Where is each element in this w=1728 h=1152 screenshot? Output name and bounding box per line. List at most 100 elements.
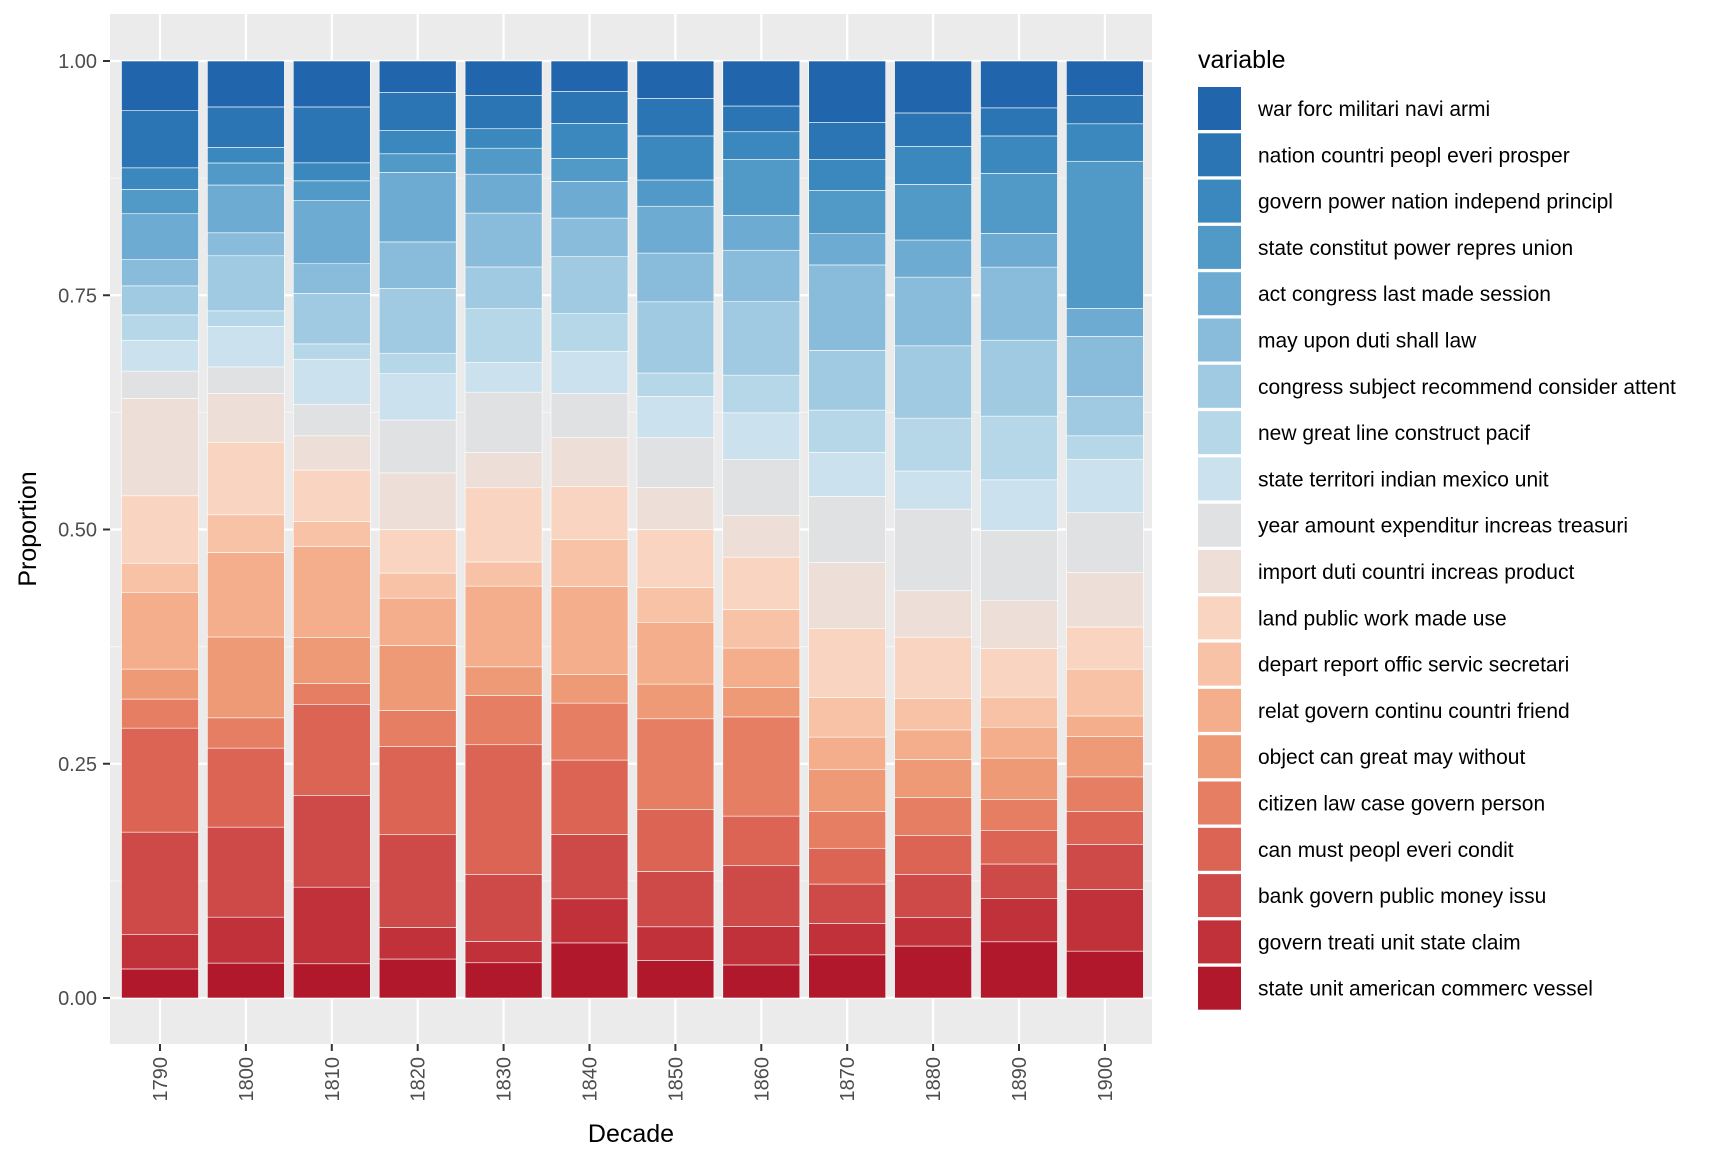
bar-segment (722, 964, 801, 999)
bar-segment (808, 190, 887, 235)
bar-segment (980, 799, 1058, 831)
bar-segment (464, 212, 543, 268)
x-tick-label: 1820 (408, 1057, 430, 1102)
bar-segment (207, 60, 285, 108)
legend-label: state territori indian mexico unit (1258, 468, 1549, 491)
legend-label: year amount expenditur increas treasuri (1258, 515, 1628, 538)
bar-segment (121, 259, 199, 287)
bar-segment (1066, 776, 1144, 812)
bar-segment (1066, 160, 1144, 309)
bar-segment (808, 409, 887, 453)
bar-segment (722, 556, 801, 610)
bar-segment (464, 585, 543, 668)
bar-segment (808, 811, 887, 849)
bar-segment (207, 962, 285, 999)
legend-label: govern treati unit state claim (1258, 931, 1521, 954)
bar-segment (894, 797, 972, 836)
legend-label: war forc militari navi armi (1257, 98, 1490, 121)
bar-segment (378, 958, 457, 999)
bar-segment (550, 123, 629, 159)
bar-segment (636, 718, 715, 810)
legend-label: bank govern public money issu (1258, 885, 1546, 908)
bar-segment (636, 396, 715, 438)
bar-segment (121, 968, 199, 999)
bar-segment (292, 403, 371, 437)
bar-segment (550, 898, 629, 944)
bar-segment (636, 529, 715, 588)
bar-segment (808, 122, 887, 160)
bar-segment (1066, 811, 1144, 845)
bar-segment (121, 189, 199, 215)
bar-segment (378, 419, 457, 474)
legend-label: relat govern continu countri friend (1258, 700, 1570, 723)
bar-segment (292, 469, 371, 522)
bar-segment (980, 941, 1058, 999)
bar-segment (121, 727, 199, 833)
bar-segment (464, 128, 543, 149)
bar-segment (292, 886, 371, 965)
bar-segment (550, 158, 629, 182)
bar-segment (808, 883, 887, 924)
bar-segment (636, 621, 715, 685)
bar-segment (378, 352, 457, 374)
x-tick-label: 1840 (580, 1057, 602, 1102)
x-tick-label: 1850 (665, 1057, 687, 1102)
bar-segment (121, 933, 199, 970)
bar-segment (1066, 123, 1144, 162)
bar-segment (722, 459, 801, 517)
bar-segment (980, 696, 1058, 728)
bar-segment (980, 60, 1058, 109)
bar-segment (980, 829, 1058, 865)
bar-segment (550, 486, 629, 540)
legend-swatch (1198, 133, 1241, 177)
bar-segment (292, 963, 371, 999)
bar-segment (292, 263, 371, 294)
bar-segment (550, 674, 629, 704)
bar-segment (1066, 60, 1144, 96)
bar-segment (1066, 626, 1144, 670)
bar-segment (464, 452, 543, 489)
bar-segment (808, 264, 887, 351)
bar-segment (207, 552, 285, 638)
bar-segment (464, 60, 543, 96)
legend-swatch (1198, 920, 1241, 964)
legend-label: congress subject recommend consider atte… (1258, 376, 1676, 399)
bars (121, 60, 1144, 999)
legend-swatch (1198, 272, 1241, 316)
bar-segment (378, 60, 457, 93)
bar-segment (636, 135, 715, 181)
legend-label: can must peopl everi condit (1258, 839, 1514, 862)
bar-segment (894, 874, 972, 918)
bar-segment (980, 600, 1058, 649)
bar-segment (808, 628, 887, 698)
bar-segment (292, 637, 371, 684)
bar-segment (378, 92, 457, 131)
bar-segment (808, 768, 887, 812)
bar-segment (292, 162, 371, 182)
bar-segment (1066, 336, 1144, 397)
bar-segment (1066, 668, 1144, 717)
bar-segment (378, 241, 457, 289)
y-tick-label: 0.00 (58, 988, 97, 1010)
legend-swatch (1198, 735, 1241, 779)
x-tick-label: 1860 (751, 1057, 773, 1102)
legend-swatch (1198, 688, 1241, 732)
bar-segment (464, 561, 543, 587)
bar-segment (980, 107, 1058, 137)
bar-segment (1066, 458, 1144, 513)
bar-segment (722, 412, 801, 460)
bar-segment (121, 591, 199, 670)
bar-segment (550, 759, 629, 835)
bar-segment (378, 834, 457, 928)
bar-segment (722, 158, 801, 216)
y-tick-label: 0.50 (58, 520, 97, 542)
legend-swatch (1198, 874, 1241, 918)
y-axis-title: Proportion (14, 471, 42, 586)
bar-segment (722, 249, 801, 302)
bar-segment (894, 916, 972, 947)
bar-segment (292, 683, 371, 705)
legend-label: depart report offic servic secretari (1258, 654, 1569, 677)
y-tick-label: 0.25 (58, 754, 97, 776)
bar-segment (636, 960, 715, 999)
legend-label: citizen law case govern person (1258, 793, 1545, 816)
